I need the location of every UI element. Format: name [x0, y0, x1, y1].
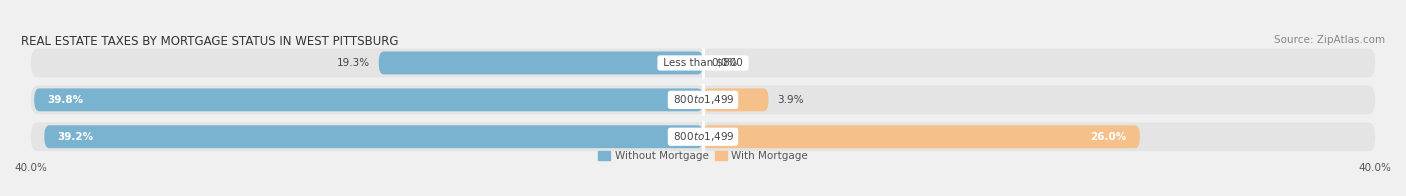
- Text: REAL ESTATE TAXES BY MORTGAGE STATUS IN WEST PITTSBURG: REAL ESTATE TAXES BY MORTGAGE STATUS IN …: [21, 35, 398, 48]
- FancyBboxPatch shape: [31, 85, 1375, 114]
- FancyBboxPatch shape: [703, 88, 769, 111]
- Text: $800 to $1,499: $800 to $1,499: [671, 130, 735, 143]
- FancyBboxPatch shape: [31, 49, 1375, 77]
- FancyBboxPatch shape: [378, 52, 703, 74]
- Text: 0.0%: 0.0%: [711, 58, 738, 68]
- FancyBboxPatch shape: [31, 122, 1375, 151]
- Text: 39.8%: 39.8%: [48, 95, 84, 105]
- Text: 19.3%: 19.3%: [337, 58, 370, 68]
- FancyBboxPatch shape: [45, 125, 703, 148]
- Text: 3.9%: 3.9%: [778, 95, 803, 105]
- Text: 39.2%: 39.2%: [58, 132, 94, 142]
- FancyBboxPatch shape: [34, 88, 703, 111]
- Text: $800 to $1,499: $800 to $1,499: [671, 93, 735, 106]
- Text: 26.0%: 26.0%: [1090, 132, 1126, 142]
- Text: Source: ZipAtlas.com: Source: ZipAtlas.com: [1274, 35, 1385, 45]
- Text: Less than $800: Less than $800: [659, 58, 747, 68]
- FancyBboxPatch shape: [703, 125, 1140, 148]
- Legend: Without Mortgage, With Mortgage: Without Mortgage, With Mortgage: [593, 147, 813, 166]
